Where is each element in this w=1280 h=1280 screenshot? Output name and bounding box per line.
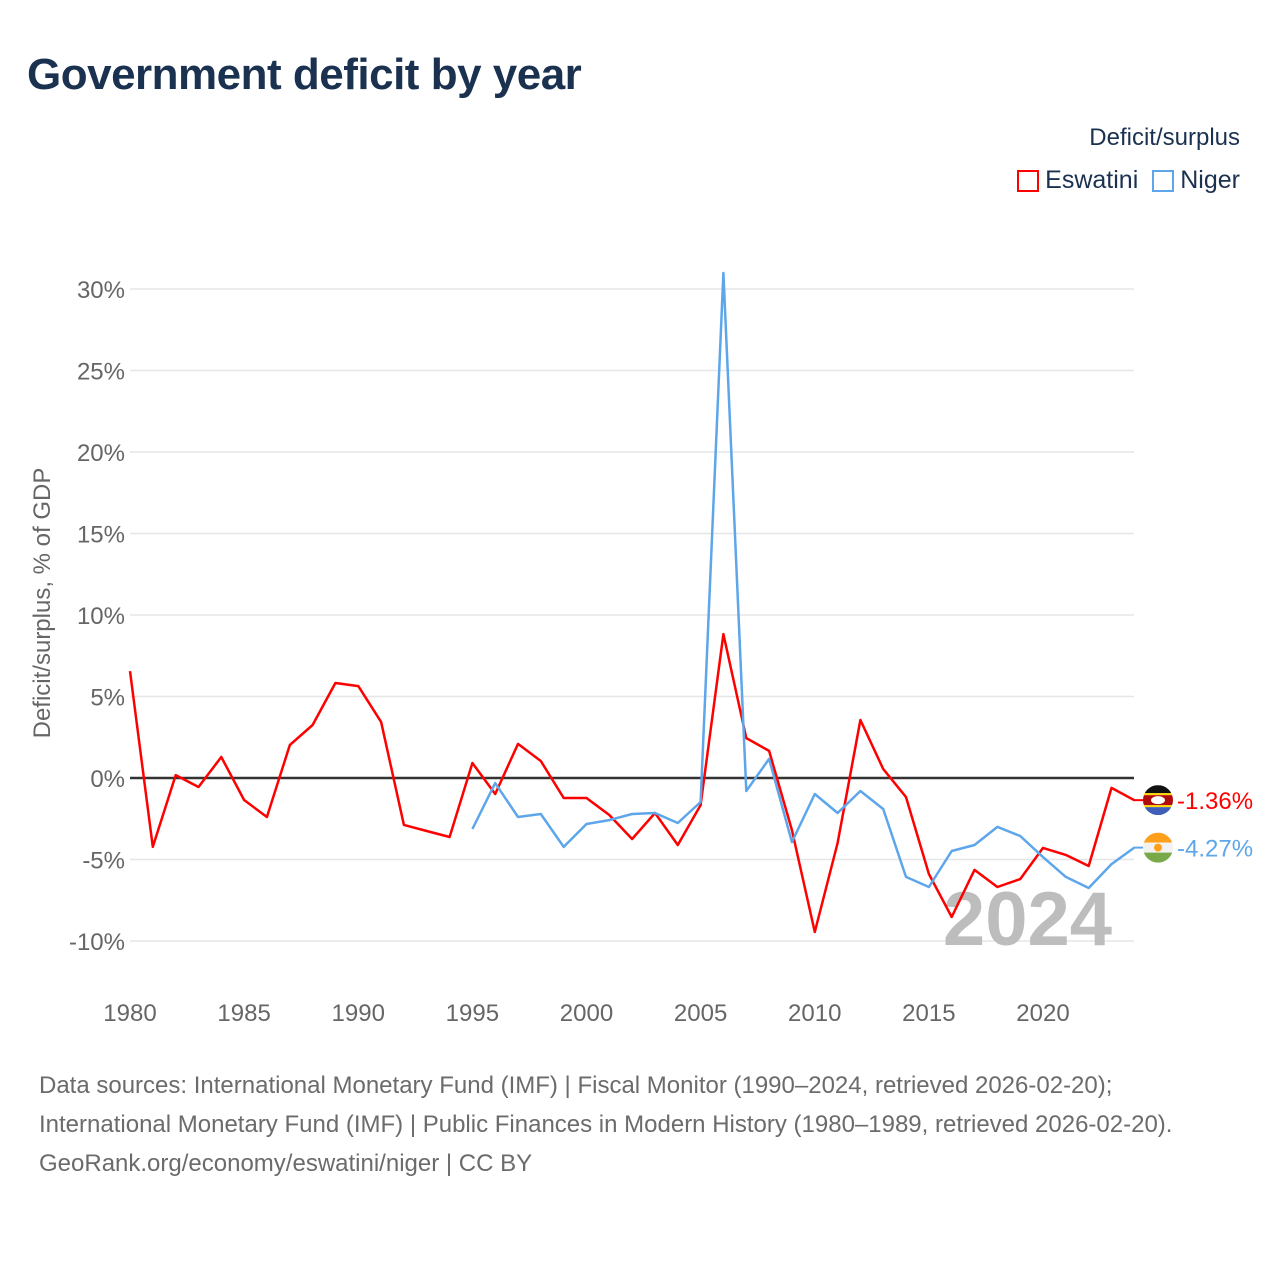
legend-swatch-eswatini <box>1017 169 1040 192</box>
x-tick-label: 2005 <box>674 1000 727 1027</box>
x-tick-label: 2010 <box>788 1000 841 1027</box>
x-tick-label: 1995 <box>446 1000 499 1027</box>
legend-swatch-niger <box>1152 169 1175 192</box>
x-tick-label: 1990 <box>332 1000 385 1027</box>
line-chart: -10% -5% 0% 5% 10% 15% 20% 25% 30% 1980 1985 1990 19… <box>29 271 1253 1027</box>
eswatini-flag-icon <box>1143 785 1173 816</box>
x-tick-label: 1985 <box>217 1000 270 1027</box>
chart-title: Government deficit by year <box>27 50 582 99</box>
series-line-eswatini <box>128 632 1135 934</box>
footer: Data sources: International Monetary Fun… <box>39 1066 1239 1183</box>
y-tick-label: 30% <box>77 277 125 304</box>
legend-item-eswatini[interactable]: Eswatini <box>1017 166 1138 195</box>
x-tick-label: 1980 <box>103 1000 156 1027</box>
y-tick-label: 0% <box>90 766 125 793</box>
credit-link[interactable]: GeoRank.org/economy/eswatini/niger | CC … <box>39 1150 533 1177</box>
x-tick-label: 2000 <box>560 1000 613 1027</box>
year-watermark: 2024 <box>943 877 1112 962</box>
x-tick-label: 2020 <box>1016 1000 1069 1027</box>
legend-label: Niger <box>1180 166 1240 194</box>
series-line-niger <box>471 271 1136 890</box>
y-axis-label: Deficit/surplus, % of GDP <box>29 468 56 739</box>
y-tick-label: 20% <box>77 440 125 467</box>
source-2: International Monetary Fund (IMF) | Publ… <box>39 1111 1173 1138</box>
legend: Eswatini Niger <box>1017 166 1240 195</box>
legend-label: Eswatini <box>1045 166 1139 194</box>
data-sources: Data sources: International Monetary Fun… <box>39 1066 1239 1144</box>
end-value-label: -4.27% <box>1177 836 1253 863</box>
y-tick-label: -5% <box>82 848 125 875</box>
legend-item-niger[interactable]: Niger <box>1152 166 1240 195</box>
y-tick-label: 10% <box>77 603 125 630</box>
y-tick-label: 5% <box>90 685 125 712</box>
source-1: Data sources: International Monetary Fun… <box>39 1072 1113 1099</box>
end-value-label: -1.36% <box>1177 788 1253 815</box>
y-tick-label: 15% <box>77 522 125 549</box>
y-tick-label: 25% <box>77 359 125 386</box>
y-tick-label: -10% <box>69 929 125 956</box>
x-tick-label: 2015 <box>902 1000 955 1027</box>
niger-flag-icon <box>1143 832 1173 863</box>
legend-title: Deficit/surplus <box>1089 124 1240 151</box>
